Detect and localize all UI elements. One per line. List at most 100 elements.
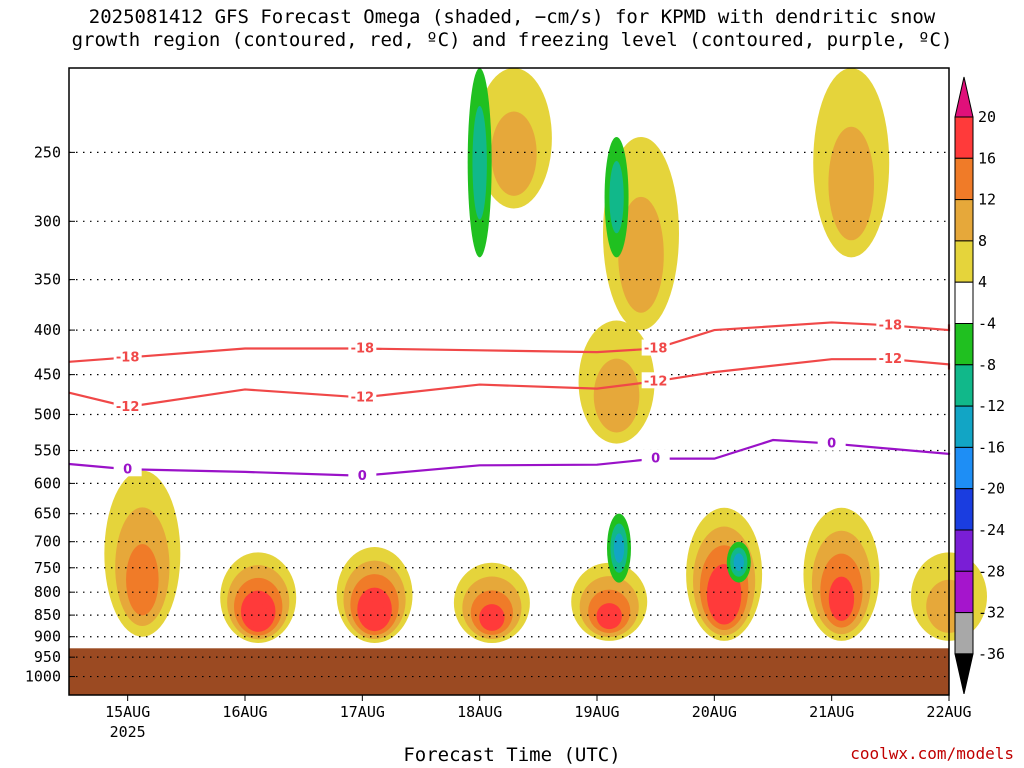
contour-label-1-0: -12 (116, 400, 140, 415)
contour-label-2-1: 0 (358, 469, 367, 484)
contour-label-bg-1-2 (641, 372, 670, 389)
colorbar-label-9: -20 (978, 480, 1005, 498)
y-tick-label-950: 950 (34, 648, 61, 666)
omega-cell-8-1 (593, 358, 640, 433)
colorbar-bin-10 (954, 529, 974, 572)
y-tick-label-350: 350 (34, 271, 61, 289)
x-tick-label-2: 17AUG (340, 703, 385, 721)
omega-cell-4-3 (596, 603, 622, 630)
x-tick-label-4: 19AUG (574, 703, 619, 721)
omega-shading-layer (104, 68, 987, 643)
colorbar-bin-9 (954, 488, 974, 531)
contour-line-freezing-2 (68, 438, 951, 477)
x-axis-title: Forecast Time (UTC) (403, 744, 621, 766)
colorbar-label-10: -24 (978, 521, 1005, 539)
omega-cell-1-4 (247, 603, 269, 629)
omega-cell-2-4 (364, 601, 385, 628)
contour-label-bg-0-0 (113, 348, 142, 365)
x-tick-label-3: 18AUG (457, 703, 502, 721)
y-tick-label-800: 800 (34, 583, 61, 601)
contour-label-bg-2-0 (113, 460, 142, 477)
colorbar-bin-2 (954, 199, 974, 242)
plot-border (68, 67, 950, 696)
y-tick-label-600: 600 (34, 474, 61, 492)
y-tick-label-500: 500 (34, 405, 61, 423)
colorbar-bin-7 (954, 405, 974, 448)
colorbar-bin-6 (954, 364, 974, 407)
contour-label-bg-0-3 (876, 316, 905, 333)
colorbar-label-1: 16 (978, 149, 996, 167)
ground-fill (69, 648, 949, 695)
y-tick-label-400: 400 (34, 321, 61, 339)
contour-label-bg-2-2 (641, 449, 670, 466)
plot-frame (68, 67, 950, 696)
colorbar-label-7: -12 (978, 397, 1005, 415)
omega-cell-11-1 (618, 196, 664, 313)
y-tick-label-250: 250 (34, 143, 61, 161)
omega-cell-3-3 (479, 604, 505, 631)
x-tick-label-6: 21AUG (809, 703, 854, 721)
contour-line-dendritic-1 (68, 358, 951, 408)
colorbar-bottom-arrow (954, 653, 974, 695)
colorbar-bin-8 (954, 446, 974, 490)
y-tick-label-900: 900 (34, 628, 61, 646)
colorbar-label-5: -4 (978, 315, 996, 333)
contour-label-bg-1-0 (113, 397, 142, 414)
omega-cell-10-1 (491, 111, 537, 196)
colorbar-bin-12 (954, 612, 974, 655)
contour-label-2-0: 0 (123, 462, 132, 477)
x-axis: 15AUG 2025 16AUG 17AUG 18AUG 19AUG 20AUG 21AUG 2… (105, 695, 972, 741)
contour-label-bg-2-3 (817, 434, 846, 451)
y-tick-label-850: 850 (34, 606, 61, 624)
contour-label-bg-1-3 (876, 350, 905, 367)
colorbar-label-2: 12 (978, 191, 996, 209)
colorbar-label-11: -28 (978, 562, 1005, 580)
y-tick-label-650: 650 (34, 505, 61, 523)
contour-label-bg-0-1 (348, 339, 377, 356)
y-tick-label-700: 700 (34, 533, 61, 551)
omega-cell-9-1 (828, 126, 875, 241)
x-tick-label-5: 20AUG (692, 703, 737, 721)
contour-label-bg-1-1 (348, 388, 377, 405)
y-tick-label-300: 300 (34, 212, 61, 230)
contour-label-1-2: -12 (644, 374, 668, 389)
contour-layer: -18 -18 -18 -18 -12 -12 -12 -12 0 0 0 0 (68, 316, 951, 484)
colorbar-bin-0 (954, 116, 974, 159)
colorbar-label-4: 4 (978, 273, 987, 291)
contour-label-0-1: -18 (351, 342, 375, 357)
omega-cell-0-2 (126, 544, 159, 616)
contour-label-bg-0-2 (641, 339, 670, 356)
colorbar-bin-11 (954, 570, 974, 614)
x-tick-label-7: 22AUG (926, 703, 971, 721)
contour-label-0-3: -18 (879, 318, 903, 333)
credit-link[interactable]: coolwx.com/models (850, 744, 1014, 763)
colorbar-label-12: -32 (978, 604, 1005, 622)
colorbar-label-0: 20 (978, 108, 996, 126)
x-tick-label-0: 15AUG (105, 703, 150, 721)
contour-label-2-2: 0 (651, 452, 660, 467)
x-tick-sublabel-0: 2025 (110, 723, 146, 741)
colorbar-bin-3 (954, 240, 974, 283)
y-tick-label-550: 550 (34, 442, 61, 460)
y-axis: 250 300 350 400 450 500 550 600 650 700 750 800 850 9… (25, 143, 75, 686)
ground-layer (69, 648, 949, 695)
colorbar-label-8: -16 (978, 438, 1005, 456)
contour-label-1-1: -12 (351, 390, 375, 405)
colorbar-bin-1 (954, 157, 974, 201)
omega-cell-13-1 (609, 161, 624, 234)
contour-label-0-2: -18 (644, 342, 668, 357)
colorbar-bin-5 (954, 323, 974, 366)
contour-label-0-0: -18 (116, 350, 140, 365)
omega-cell-14-2 (613, 533, 625, 563)
contour-label-2-3: 0 (827, 437, 836, 452)
contour-label-1-3: -12 (879, 352, 903, 367)
colorbar-bin-4 (954, 281, 974, 325)
omega-cell-12-1 (472, 105, 487, 220)
omega-cell-15-2 (733, 553, 744, 571)
contour-label-bg-2-1 (348, 466, 377, 483)
colorbar-label-6: -8 (978, 356, 996, 374)
omega-cell-6-3 (828, 576, 855, 621)
colorbar: 20 16 12 8 4 -4 -8 -12 -16 -20 -24 -28 -32 -36 (954, 76, 1005, 695)
y-tick-label-1000: 1000 (25, 668, 61, 686)
colorbar-label-3: 8 (978, 232, 987, 250)
